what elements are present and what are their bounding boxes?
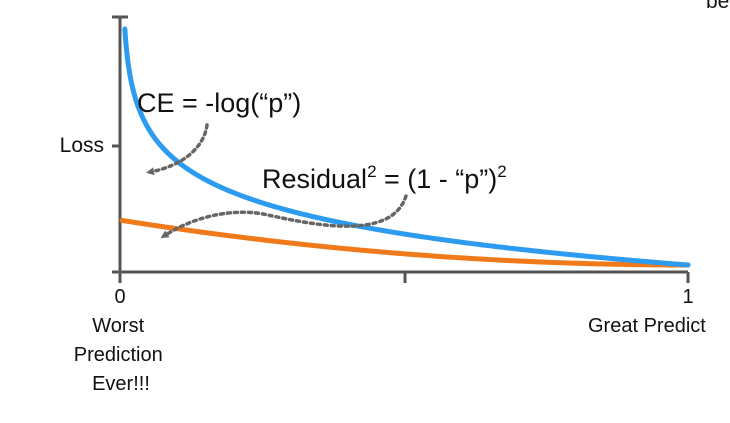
x-left-label-line-2: Prediction xyxy=(74,344,163,366)
residual-dotted-arrow xyxy=(160,194,408,239)
x-left-label-line-3: Ever!!! xyxy=(92,373,150,395)
x-tick-label-2: 1 xyxy=(682,286,693,308)
ce-dotted-arrow xyxy=(146,123,209,176)
x-tick-label-0: 0 xyxy=(114,286,125,308)
top-right-text-fragment: be xyxy=(706,0,729,13)
residual-label-sup1: 2 xyxy=(367,162,376,181)
x-right-label: Great Predict xyxy=(588,315,706,337)
ce-loss-line xyxy=(122,26,691,268)
residual-label-sup2: 2 xyxy=(497,162,506,181)
y-axis-label: Loss xyxy=(60,134,104,157)
axes xyxy=(112,15,688,274)
residual-squared-line xyxy=(119,217,691,268)
residual-label-base: Residual xyxy=(262,164,367,194)
residual-label-mid: = (1 - “p”) xyxy=(377,164,498,194)
residual-formula-label: Residual2 = (1 - “p”)2 xyxy=(262,162,507,194)
series-lines xyxy=(119,26,691,268)
ce-formula-label: CE = -log(“p”) xyxy=(137,88,301,118)
x-left-label-line-1: Worst xyxy=(92,315,144,337)
x-left-label: Worst Prediction Ever!!! xyxy=(74,315,169,395)
